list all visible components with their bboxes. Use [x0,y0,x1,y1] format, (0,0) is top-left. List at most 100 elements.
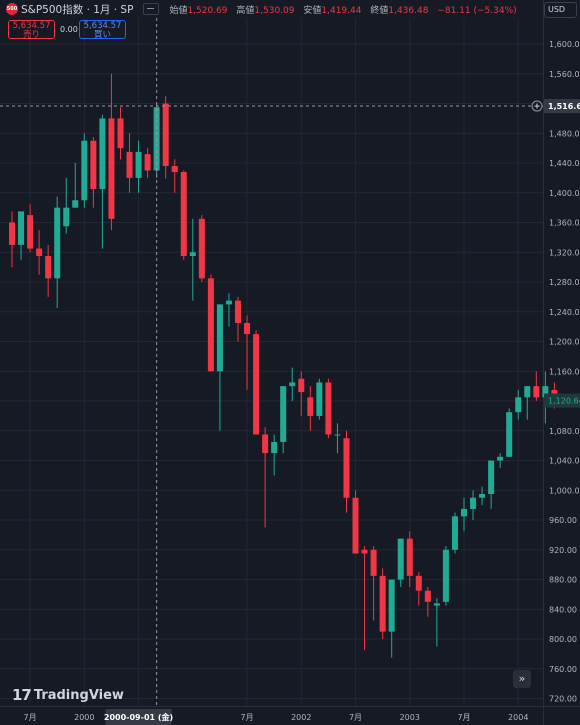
candle-body [90,140,97,190]
price-tick-label: 1,480.00 [549,129,580,138]
trade-panel: 5,634.57 売り 0.00 5,634.57 買い [0,20,130,40]
ohlc-open-value: 1,520.69 [187,5,228,16]
candle-body [298,378,305,393]
candle-body [424,590,431,602]
sell-button[interactable]: 5,634.57 売り [8,20,55,40]
candle-body [379,575,386,632]
buy-button[interactable]: 5,634.57 買い [79,20,126,40]
ohlc-close-value: 1,436.48 [388,5,429,16]
candle-body [325,382,332,435]
candle-body [72,200,79,208]
price-tick-label: 1,400.00 [549,189,580,198]
ohlc-low-label: 安値 [303,5,322,16]
buy-label: 買い [93,30,111,40]
candle-body [533,386,540,398]
double-chevron-right-icon[interactable]: » [513,670,531,688]
symbol-title[interactable]: S&P500指数 · 1月 · SP [21,3,134,16]
visibility-toggle-icon[interactable] [143,3,160,15]
currency-selector[interactable]: USD [544,2,577,18]
time-tick-label: 2003 [400,713,420,722]
candle-body [117,118,124,149]
candle-body [198,218,205,279]
candle-body [397,538,404,580]
time-tick-label: 2000 [74,713,94,722]
price-tick-label: 1,360.00 [549,219,580,228]
price-tick-label: 960.00 [549,516,577,525]
candle-body [135,151,142,178]
price-tick-label: 1,280.00 [549,278,580,287]
candle-body [461,508,467,517]
price-tick-label: 800.00 [549,635,577,644]
crosshair-price-label: 1,516.61 [548,102,580,111]
crosshair-time-label: 2000-09-01 (金) [104,712,173,722]
last-price-label: 1,120.64 [548,397,580,406]
time-tick-label: 7月 [240,713,253,722]
tradingview-wordmark: TradingView [33,687,124,703]
candle-body [442,549,449,602]
candle-body [45,256,52,279]
price-tick-label: 1,560.00 [549,70,580,79]
tradingview-logo[interactable]: 17 TradingView [12,686,124,704]
price-tick-label: 1,440.00 [549,159,580,168]
price-tick-label: 1,200.00 [549,338,580,347]
crosshair-price-box [544,99,580,114]
price-tick-label: 720.00 [549,695,577,704]
spread-value: 0.00 [60,25,78,34]
price-tick-label: 1,600.00 [549,40,580,49]
candle-body [54,207,61,279]
ohlc-high-value: 1,530.09 [254,5,295,16]
price-tick-label: 880.00 [549,576,577,585]
ohlc-open-label: 始値 [169,5,188,16]
last-price-box [544,393,580,408]
candle-body [9,222,15,245]
time-tick-label: 7月 [24,713,37,722]
candle-body [244,322,251,335]
candle-body [470,497,477,509]
candle-body [361,549,368,554]
candle-body [506,412,513,457]
candle-body [63,207,70,227]
candle-body [253,334,260,435]
price-tick-label: 1,000.00 [549,486,580,495]
symbol-logo: 500 [6,3,18,15]
price-tick-label: 1,040.00 [549,457,580,466]
candle-body [144,154,151,171]
candle-body [451,516,458,550]
candle-body [280,386,287,442]
candle-body [99,118,106,190]
candle-body [189,252,196,257]
candle-body [126,151,133,178]
candle-body [108,118,115,219]
candle-body [524,386,531,398]
ohlc-high-label: 高値 [236,5,255,16]
candle-body [316,382,323,416]
price-tick-label: 1,320.00 [549,248,580,257]
candle-body [406,538,413,576]
ohlc-readout: 始値1,520.69 高値1,530.09 安値1,419.44 終値1,436… [169,3,522,16]
candle-body [334,434,341,436]
candle-body [352,497,359,554]
candle-body [343,438,350,498]
chart-header: 500 S&P500指数 · 1月 · SP 始値1,520.69 高値1,53… [6,2,523,16]
candle-body [207,278,214,372]
candle-body [479,494,486,498]
candle-body [370,549,377,576]
ohlc-close-label: 終値 [370,5,389,16]
candle-body [307,397,314,416]
time-tick-label: 7月 [349,713,362,722]
candle-body [18,211,25,245]
time-tick-label: 2004 [508,713,528,722]
candle-body [271,441,278,454]
time-tick-label: 2002 [291,713,311,722]
candle-body [162,103,169,167]
candle-body [225,300,232,305]
candle-body [36,248,43,257]
candle-body [235,300,241,323]
candle-body [433,603,440,606]
ohlc-change-value: −81.11 (−5.34%) [437,5,517,16]
price-tick-label: 760.00 [549,665,577,674]
candle-body [515,397,522,413]
candle-body [81,140,88,201]
candle-body [415,575,422,591]
